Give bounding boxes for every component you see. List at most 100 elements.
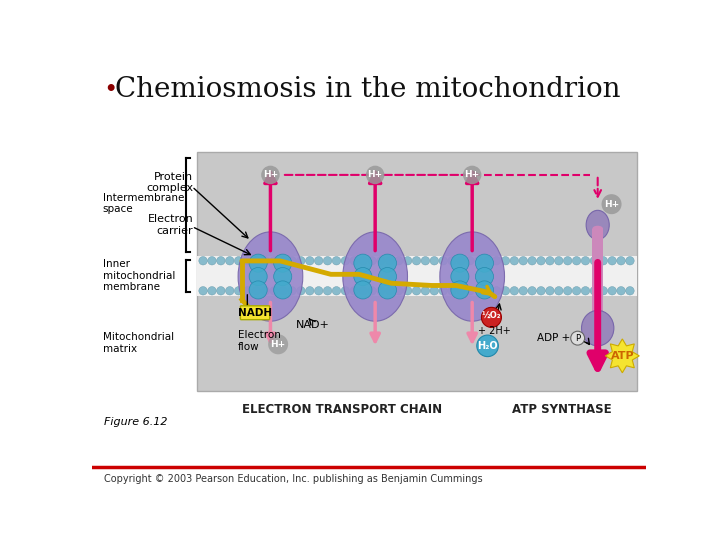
- Circle shape: [608, 256, 616, 265]
- Bar: [593, 229, 603, 342]
- Circle shape: [439, 256, 447, 265]
- Text: Electron
carrier: Electron carrier: [148, 214, 194, 236]
- Circle shape: [379, 254, 397, 272]
- Circle shape: [572, 256, 581, 265]
- Circle shape: [354, 254, 372, 272]
- Circle shape: [519, 287, 528, 295]
- Circle shape: [261, 166, 279, 184]
- Circle shape: [601, 194, 621, 214]
- Ellipse shape: [343, 232, 408, 321]
- Circle shape: [492, 256, 501, 265]
- Circle shape: [297, 256, 305, 265]
- Circle shape: [626, 256, 634, 265]
- Circle shape: [571, 331, 585, 345]
- Text: Chemiosmosis in the mitochondrion: Chemiosmosis in the mitochondrion: [115, 76, 621, 103]
- Circle shape: [451, 281, 469, 299]
- Circle shape: [350, 256, 359, 265]
- Text: ATP SYNTHASE: ATP SYNTHASE: [513, 403, 612, 416]
- Circle shape: [315, 287, 323, 295]
- Circle shape: [208, 256, 216, 265]
- Circle shape: [475, 254, 493, 272]
- Text: H+: H+: [271, 340, 286, 349]
- Circle shape: [537, 256, 545, 265]
- Circle shape: [617, 287, 625, 295]
- Circle shape: [235, 256, 243, 265]
- Text: + 2H+: + 2H+: [477, 326, 510, 336]
- Circle shape: [501, 287, 510, 295]
- Circle shape: [252, 256, 261, 265]
- Text: NADH: NADH: [238, 308, 272, 318]
- Circle shape: [581, 287, 590, 295]
- Circle shape: [510, 256, 518, 265]
- Text: ADP +: ADP +: [536, 333, 573, 343]
- Circle shape: [474, 256, 483, 265]
- Ellipse shape: [238, 232, 303, 321]
- Text: H+: H+: [263, 171, 278, 179]
- Circle shape: [430, 287, 438, 295]
- Circle shape: [341, 256, 350, 265]
- Circle shape: [463, 166, 482, 184]
- Circle shape: [249, 281, 267, 299]
- Circle shape: [261, 287, 269, 295]
- Circle shape: [617, 256, 625, 265]
- Text: H₂O: H₂O: [477, 341, 498, 351]
- Text: Electron
flow: Electron flow: [238, 330, 281, 352]
- Circle shape: [279, 256, 287, 265]
- Circle shape: [288, 256, 296, 265]
- Circle shape: [599, 256, 608, 265]
- Circle shape: [249, 254, 267, 272]
- Circle shape: [554, 256, 563, 265]
- Circle shape: [564, 287, 572, 295]
- Text: Protein
complex: Protein complex: [146, 172, 194, 193]
- Circle shape: [270, 256, 279, 265]
- Circle shape: [225, 256, 234, 265]
- Circle shape: [332, 256, 341, 265]
- Circle shape: [451, 267, 469, 286]
- Circle shape: [305, 287, 314, 295]
- Circle shape: [413, 287, 420, 295]
- Circle shape: [252, 287, 261, 295]
- Circle shape: [413, 256, 420, 265]
- Ellipse shape: [440, 232, 505, 321]
- Circle shape: [421, 256, 430, 265]
- Circle shape: [386, 287, 394, 295]
- Circle shape: [554, 287, 563, 295]
- Circle shape: [430, 256, 438, 265]
- Circle shape: [590, 256, 598, 265]
- Circle shape: [448, 287, 456, 295]
- Circle shape: [366, 166, 384, 184]
- Text: ELECTRON TRANSPORT CHAIN: ELECTRON TRANSPORT CHAIN: [243, 403, 443, 416]
- Circle shape: [581, 256, 590, 265]
- Circle shape: [354, 267, 372, 286]
- Circle shape: [546, 256, 554, 265]
- Circle shape: [528, 287, 536, 295]
- Circle shape: [456, 287, 465, 295]
- FancyBboxPatch shape: [240, 306, 270, 320]
- Circle shape: [368, 256, 377, 265]
- Circle shape: [519, 256, 528, 265]
- Circle shape: [217, 287, 225, 295]
- Circle shape: [305, 256, 314, 265]
- Circle shape: [377, 287, 385, 295]
- Circle shape: [572, 287, 581, 295]
- Circle shape: [279, 287, 287, 295]
- Circle shape: [421, 287, 430, 295]
- Circle shape: [403, 287, 412, 295]
- Circle shape: [359, 256, 367, 265]
- Circle shape: [546, 287, 554, 295]
- Text: Figure 6.12: Figure 6.12: [104, 417, 168, 427]
- Circle shape: [477, 335, 498, 356]
- Text: ½O₂: ½O₂: [482, 312, 501, 320]
- Text: ATP: ATP: [611, 351, 634, 361]
- Circle shape: [208, 287, 216, 295]
- Circle shape: [249, 267, 267, 286]
- Circle shape: [323, 287, 332, 295]
- Circle shape: [297, 287, 305, 295]
- Circle shape: [270, 287, 279, 295]
- Text: NAD+: NAD+: [296, 320, 330, 330]
- Text: P: P: [575, 334, 580, 343]
- Circle shape: [626, 287, 634, 295]
- Circle shape: [268, 334, 288, 354]
- Circle shape: [199, 287, 207, 295]
- Circle shape: [482, 307, 501, 327]
